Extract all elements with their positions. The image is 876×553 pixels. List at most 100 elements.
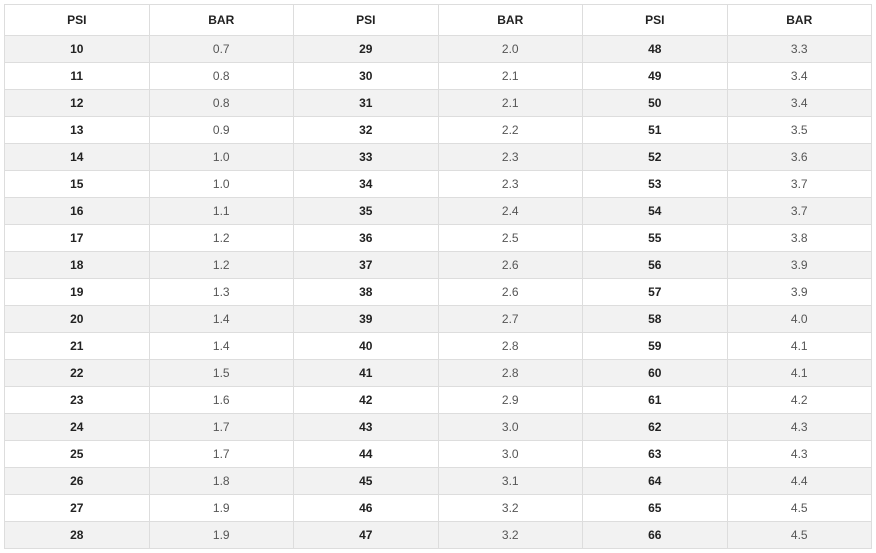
psi-cell: 25: [5, 441, 150, 468]
psi-cell: 46: [294, 495, 439, 522]
bar-cell: 2.7: [438, 306, 583, 333]
psi-cell: 60: [583, 360, 728, 387]
bar-cell: 1.0: [149, 144, 294, 171]
psi-cell: 57: [583, 279, 728, 306]
psi-cell: 29: [294, 36, 439, 63]
bar-cell: 3.4: [727, 63, 872, 90]
table-row: 141.0332.3523.6: [5, 144, 872, 171]
table-row: 191.3382.6573.9: [5, 279, 872, 306]
psi-cell: 30: [294, 63, 439, 90]
bar-cell: 3.7: [727, 171, 872, 198]
bar-cell: 1.4: [149, 333, 294, 360]
psi-cell: 17: [5, 225, 150, 252]
psi-cell: 35: [294, 198, 439, 225]
table-row: 161.1352.4543.7: [5, 198, 872, 225]
bar-cell: 2.1: [438, 90, 583, 117]
table-row: 201.4392.7584.0: [5, 306, 872, 333]
psi-cell: 66: [583, 522, 728, 549]
psi-cell: 44: [294, 441, 439, 468]
psi-cell: 62: [583, 414, 728, 441]
bar-cell: 1.7: [149, 414, 294, 441]
bar-cell: 4.0: [727, 306, 872, 333]
table-row: 211.4402.8594.1: [5, 333, 872, 360]
bar-cell: 1.6: [149, 387, 294, 414]
psi-cell: 18: [5, 252, 150, 279]
table-row: 171.2362.5553.8: [5, 225, 872, 252]
bar-cell: 3.7: [727, 198, 872, 225]
table-row: 151.0342.3533.7: [5, 171, 872, 198]
table-body: 100.7292.0483.3110.8302.1493.4120.8312.1…: [5, 36, 872, 549]
bar-cell: 4.4: [727, 468, 872, 495]
bar-cell: 0.7: [149, 36, 294, 63]
psi-cell: 26: [5, 468, 150, 495]
psi-cell: 28: [5, 522, 150, 549]
psi-cell: 32: [294, 117, 439, 144]
psi-cell: 16: [5, 198, 150, 225]
psi-cell: 45: [294, 468, 439, 495]
psi-cell: 31: [294, 90, 439, 117]
bar-cell: 2.9: [438, 387, 583, 414]
psi-cell: 14: [5, 144, 150, 171]
table-header-row: PSI BAR PSI BAR PSI BAR: [5, 5, 872, 36]
bar-cell: 1.4: [149, 306, 294, 333]
psi-cell: 55: [583, 225, 728, 252]
bar-cell: 1.2: [149, 252, 294, 279]
table-row: 271.9463.2654.5: [5, 495, 872, 522]
psi-cell: 65: [583, 495, 728, 522]
bar-cell: 0.8: [149, 63, 294, 90]
col-header-bar-3: BAR: [727, 5, 872, 36]
psi-cell: 41: [294, 360, 439, 387]
bar-cell: 1.5: [149, 360, 294, 387]
psi-cell: 37: [294, 252, 439, 279]
table-row: 130.9322.2513.5: [5, 117, 872, 144]
psi-cell: 36: [294, 225, 439, 252]
psi-cell: 24: [5, 414, 150, 441]
bar-cell: 2.8: [438, 360, 583, 387]
bar-cell: 2.6: [438, 252, 583, 279]
psi-cell: 47: [294, 522, 439, 549]
psi-cell: 12: [5, 90, 150, 117]
bar-cell: 2.4: [438, 198, 583, 225]
psi-cell: 50: [583, 90, 728, 117]
bar-cell: 4.1: [727, 333, 872, 360]
bar-cell: 4.2: [727, 387, 872, 414]
table-row: 120.8312.1503.4: [5, 90, 872, 117]
bar-cell: 1.0: [149, 171, 294, 198]
bar-cell: 0.8: [149, 90, 294, 117]
bar-cell: 2.8: [438, 333, 583, 360]
bar-cell: 3.9: [727, 279, 872, 306]
psi-cell: 63: [583, 441, 728, 468]
psi-cell: 43: [294, 414, 439, 441]
bar-cell: 4.3: [727, 414, 872, 441]
table-row: 110.8302.1493.4: [5, 63, 872, 90]
psi-cell: 53: [583, 171, 728, 198]
col-header-psi-3: PSI: [583, 5, 728, 36]
bar-cell: 1.7: [149, 441, 294, 468]
psi-cell: 38: [294, 279, 439, 306]
psi-cell: 19: [5, 279, 150, 306]
bar-cell: 2.0: [438, 36, 583, 63]
bar-cell: 3.4: [727, 90, 872, 117]
col-header-psi-2: PSI: [294, 5, 439, 36]
bar-cell: 1.8: [149, 468, 294, 495]
bar-cell: 2.1: [438, 63, 583, 90]
table-row: 251.7443.0634.3: [5, 441, 872, 468]
psi-cell: 64: [583, 468, 728, 495]
bar-cell: 1.1: [149, 198, 294, 225]
bar-cell: 0.9: [149, 117, 294, 144]
psi-cell: 52: [583, 144, 728, 171]
bar-cell: 2.3: [438, 171, 583, 198]
bar-cell: 2.3: [438, 144, 583, 171]
table-row: 181.2372.6563.9: [5, 252, 872, 279]
bar-cell: 3.8: [727, 225, 872, 252]
psi-cell: 34: [294, 171, 439, 198]
psi-cell: 61: [583, 387, 728, 414]
bar-cell: 3.6: [727, 144, 872, 171]
table-row: 221.5412.8604.1: [5, 360, 872, 387]
col-header-psi-1: PSI: [5, 5, 150, 36]
psi-cell: 42: [294, 387, 439, 414]
bar-cell: 4.5: [727, 495, 872, 522]
psi-cell: 10: [5, 36, 150, 63]
bar-cell: 2.6: [438, 279, 583, 306]
psi-cell: 56: [583, 252, 728, 279]
